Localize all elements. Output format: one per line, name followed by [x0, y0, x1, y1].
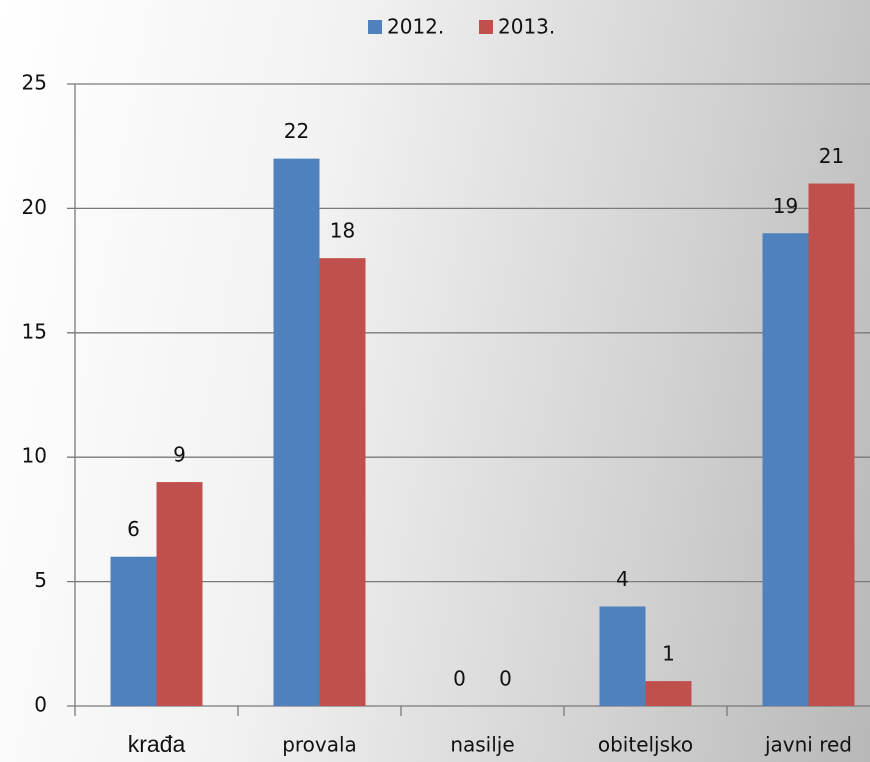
bar: [156, 482, 203, 706]
data-label: 18: [330, 219, 355, 243]
x-tick-label: javni red: [764, 733, 852, 757]
bar: [645, 681, 692, 706]
data-label: 22: [284, 119, 309, 143]
bar: [762, 233, 809, 706]
y-tick-label: 15: [22, 319, 47, 343]
y-tick-label: 10: [22, 444, 47, 468]
x-tick-label: provala: [282, 733, 357, 757]
data-label: 4: [616, 567, 629, 591]
y-tick-label: 20: [22, 195, 47, 219]
bar: [110, 556, 157, 706]
y-tick-label: 0: [34, 693, 47, 717]
data-label: 6: [127, 517, 140, 541]
y-tick-label: 5: [34, 568, 47, 592]
bar: [319, 258, 366, 706]
x-tick-label: nasilje: [450, 733, 514, 757]
y-tick-label: 25: [22, 71, 47, 95]
data-label: 0: [499, 667, 512, 691]
legend-swatch: [479, 20, 493, 34]
bar: [599, 606, 646, 706]
data-label: 9: [173, 443, 186, 467]
bar: [273, 158, 320, 706]
legend-label: 2013.: [498, 15, 555, 39]
data-label: 1: [662, 642, 675, 666]
x-tick-label: obiteljsko: [598, 733, 693, 757]
x-tick-label: krađa: [128, 731, 186, 757]
legend-swatch: [368, 20, 382, 34]
legend-label: 2012.: [387, 15, 444, 39]
data-label: 0: [453, 667, 466, 691]
bar: [808, 183, 855, 706]
data-label: 21: [819, 144, 844, 168]
data-label: 19: [773, 194, 798, 218]
